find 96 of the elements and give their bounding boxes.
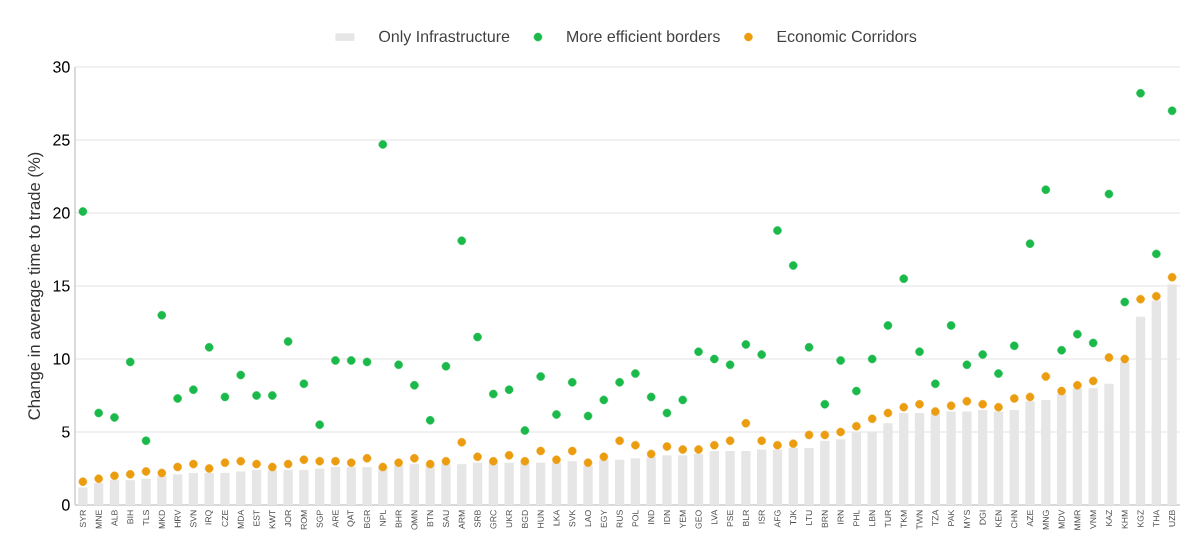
x-tick-label: BLR xyxy=(742,510,749,526)
x-tick-label: THA xyxy=(1153,509,1160,527)
x-tick-label: EGY xyxy=(600,509,607,528)
x-tick-label: ISR xyxy=(758,510,765,524)
x-tick-label: ARE xyxy=(332,510,339,528)
x-tick-label: VNM xyxy=(1090,510,1097,529)
x-tick-label: TLS xyxy=(142,510,150,526)
y-tick-label: 20 xyxy=(53,207,70,219)
x-tick-label: SGP xyxy=(316,510,323,528)
x-tick-label: IDN xyxy=(663,510,670,524)
x-tick-label: MMR xyxy=(1074,510,1081,530)
x-tick-label: ARM xyxy=(458,510,465,529)
x-tick-label: BTN xyxy=(427,510,434,527)
bar xyxy=(536,462,546,505)
x-tick-label: ROM xyxy=(300,510,307,530)
bar xyxy=(457,464,467,505)
x-tick-label: SVK xyxy=(569,509,576,527)
x-tick-label: DGI xyxy=(979,510,986,525)
x-tick-label: NPL xyxy=(379,510,386,526)
x-tick-label: SYR xyxy=(79,510,86,528)
x-tick-label: LVA xyxy=(711,509,718,525)
x-tick-label: MNE xyxy=(95,510,102,529)
bar xyxy=(804,448,814,505)
x-tick-label: SAU xyxy=(442,510,450,528)
x-tick-label: PSE xyxy=(727,510,734,527)
x-tick-label: LTU xyxy=(806,510,813,525)
x-tick-label: LKA xyxy=(553,509,560,526)
x-tick-label: AFG xyxy=(774,510,781,528)
x-tick-label: CHN xyxy=(1011,510,1018,529)
x-tick-label: IND xyxy=(648,510,655,524)
x-tick-label: BIH xyxy=(127,510,134,524)
x-tick-label: BHR xyxy=(395,510,402,528)
x-tick-label: LBN xyxy=(869,510,876,526)
x-tick-label: KHM xyxy=(1121,510,1128,529)
x-tick-label: MKD xyxy=(158,510,165,529)
x-tick-label: KGZ xyxy=(1137,509,1144,527)
y-tick-label: 30 xyxy=(53,61,70,73)
x-tick-label: BGR xyxy=(363,510,371,528)
x-tick-label: JOR xyxy=(285,510,292,527)
y-axis-title: Change in average time to trade (%) xyxy=(27,152,44,420)
x-tick-label: AZE xyxy=(1027,510,1034,527)
bar xyxy=(362,467,372,505)
x-tick-label: BRN xyxy=(821,510,828,528)
x-tick-label: HRV xyxy=(174,509,181,528)
x-tick-label: GEO xyxy=(695,510,702,529)
bar xyxy=(741,450,751,505)
x-tick-label: CZE xyxy=(221,510,229,527)
x-tick-label: TZA xyxy=(932,509,939,526)
x-tick-label: IRN xyxy=(837,510,844,524)
x-tick-label: YEM xyxy=(679,510,686,529)
x-tick-label: MDV xyxy=(1058,509,1065,529)
x-tick-label: EST xyxy=(253,509,260,526)
x-tick-label: TWN xyxy=(916,510,923,530)
x-tick-label: MDA xyxy=(237,509,244,529)
y-tick-label: 15 xyxy=(53,280,70,292)
x-tick-label: PAK xyxy=(948,509,955,526)
x-tick-label: POL xyxy=(632,509,639,527)
x-tick-label: UKR xyxy=(506,510,513,528)
bar xyxy=(567,461,577,505)
x-tick-label: ALB xyxy=(111,510,118,527)
x-tick-label: HUN xyxy=(537,510,544,528)
x-tick-label: RUS xyxy=(616,510,623,528)
bar xyxy=(757,449,767,505)
x-tick-label: PHL xyxy=(853,510,860,526)
bar xyxy=(630,458,641,505)
bar xyxy=(614,459,625,505)
bar xyxy=(220,472,230,505)
x-tick-label: SVN xyxy=(190,510,197,528)
legend-label: Economic Corridors xyxy=(777,30,917,43)
bar xyxy=(236,471,246,505)
x-tick-label: KAZ xyxy=(1105,509,1112,526)
y-tick-label: 25 xyxy=(53,134,70,146)
x-tick-label: OMN xyxy=(411,510,418,530)
x-tick-label: TUR xyxy=(884,510,891,528)
x-tick-label: KWT xyxy=(269,509,276,529)
bar xyxy=(299,469,309,505)
legend-label: More efficient borders xyxy=(567,30,720,43)
x-tick-label: BGD xyxy=(521,510,528,528)
legend-label: Only Infrastructure xyxy=(379,30,510,46)
bar xyxy=(662,455,672,505)
x-tick-label: QAT xyxy=(347,509,356,527)
x-tick-label: TJK xyxy=(790,509,797,525)
x-tick-label: KEN xyxy=(995,510,1002,527)
y-tick-label: 5 xyxy=(62,426,70,438)
x-tick-label: UZB xyxy=(1169,510,1176,527)
x-tick-label: IRQ xyxy=(205,510,214,525)
y-tick-label: 10 xyxy=(53,353,70,365)
bar xyxy=(725,450,735,505)
x-tick-label: MYS xyxy=(963,510,970,528)
x-tick-label: LAO xyxy=(584,510,592,527)
y-tick-label: 0 xyxy=(62,499,70,511)
bar xyxy=(188,472,199,505)
x-tick-label: SRB xyxy=(474,510,481,528)
x-tick-label: GRC xyxy=(490,510,497,529)
x-tick-label: MNG xyxy=(1042,510,1049,530)
x-tick-label: TKM xyxy=(900,510,907,528)
